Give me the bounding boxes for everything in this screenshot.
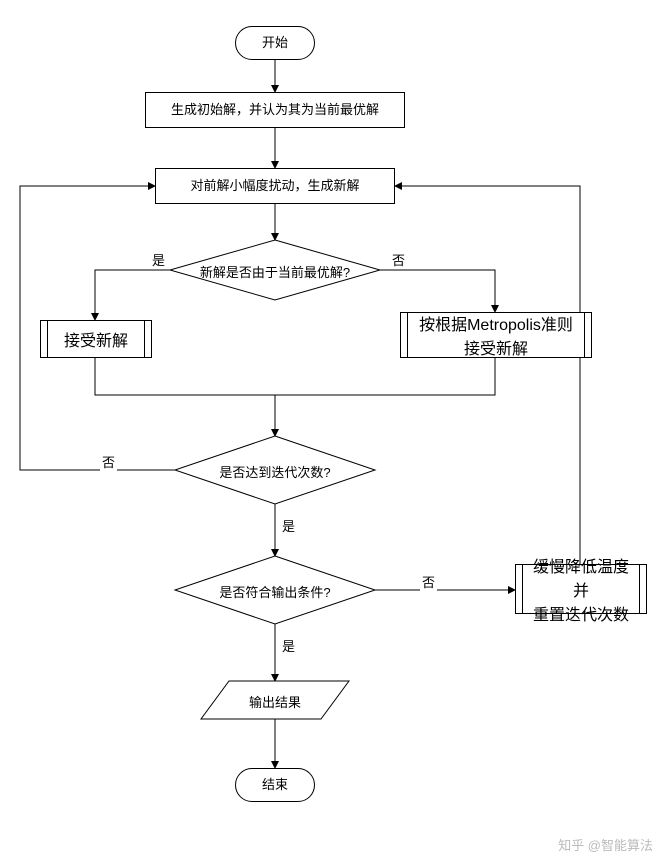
node-init: 生成初始解，并认为其为当前最优解 <box>145 92 405 128</box>
label-decide1-yes: 是 <box>150 250 167 269</box>
node-decide-iterations: 是否达到迭代次数? <box>185 462 365 481</box>
flowchart-canvas: 开始 生成初始解，并认为其为当前最优解 对前解小幅度扰动，生成新解 新解是否由于… <box>0 0 663 862</box>
node-decide-output: 是否符合输出条件? <box>185 582 365 601</box>
node-metropolis: 按根据Metropolis准则 接受新解 <box>400 312 592 358</box>
label-decide3-yes: 是 <box>280 636 297 655</box>
label-decide3-no: 否 <box>420 572 437 591</box>
label-decide2-yes: 是 <box>280 516 297 535</box>
node-end: 结束 <box>235 768 315 802</box>
node-decide-better: 新解是否由于当前最优解? <box>185 262 365 281</box>
edges-layer <box>0 0 663 862</box>
node-metropolis-label: 按根据Metropolis准则 接受新解 <box>401 313 591 357</box>
node-cool: 缓慢降低温度并 重置迭代次数 <box>515 564 647 614</box>
node-accept-label: 接受新解 <box>41 321 151 357</box>
node-cool-label: 缓慢降低温度并 重置迭代次数 <box>516 565 646 613</box>
label-decide1-no: 否 <box>390 250 407 269</box>
node-output: 输出结果 <box>185 692 365 711</box>
watermark: 知乎 @智能算法 <box>558 835 653 854</box>
node-accept: 接受新解 <box>40 320 152 358</box>
node-start: 开始 <box>235 26 315 60</box>
node-perturb: 对前解小幅度扰动，生成新解 <box>155 168 395 204</box>
label-decide2-no: 否 <box>100 452 117 471</box>
